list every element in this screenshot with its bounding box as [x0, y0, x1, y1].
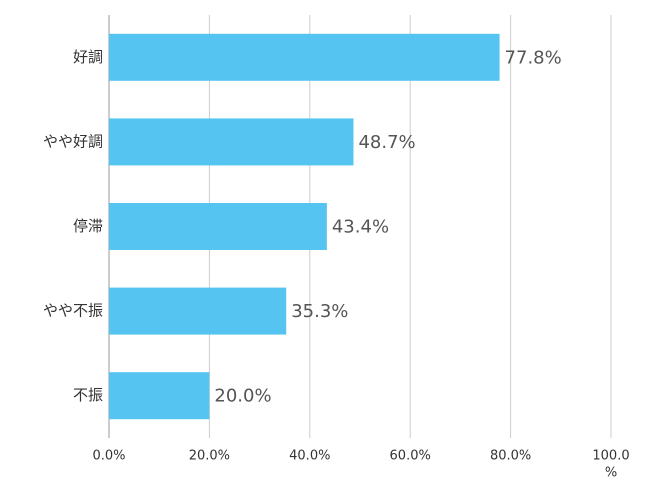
x-tick-label: 20.0%	[189, 449, 230, 464]
value-label: 77.8%	[505, 47, 562, 68]
bar	[109, 118, 354, 166]
value-label: 35.3%	[291, 301, 348, 322]
x-axis-label: %	[605, 466, 617, 481]
bar	[109, 33, 500, 81]
value-label: 48.7%	[358, 132, 415, 153]
value-label: 20.0%	[214, 386, 271, 407]
x-tick-label: 0.0%	[92, 449, 125, 464]
y-tick-label: 停滞	[73, 217, 103, 235]
x-tick-label: 40.0%	[289, 449, 330, 464]
x-tick-label: 80.0%	[490, 449, 531, 464]
bar	[109, 287, 287, 335]
x-tick-label: 60.0%	[390, 449, 431, 464]
y-tick-label: 不振	[73, 386, 103, 404]
y-tick-label: やや不振	[43, 302, 103, 320]
y-tick-label: やや好調	[43, 132, 103, 150]
bar	[109, 203, 327, 250]
value-label: 43.4%	[332, 217, 389, 238]
y-tick-label: 好調	[73, 48, 103, 66]
x-tick-label: 100.0	[592, 449, 629, 464]
bar	[109, 372, 210, 420]
